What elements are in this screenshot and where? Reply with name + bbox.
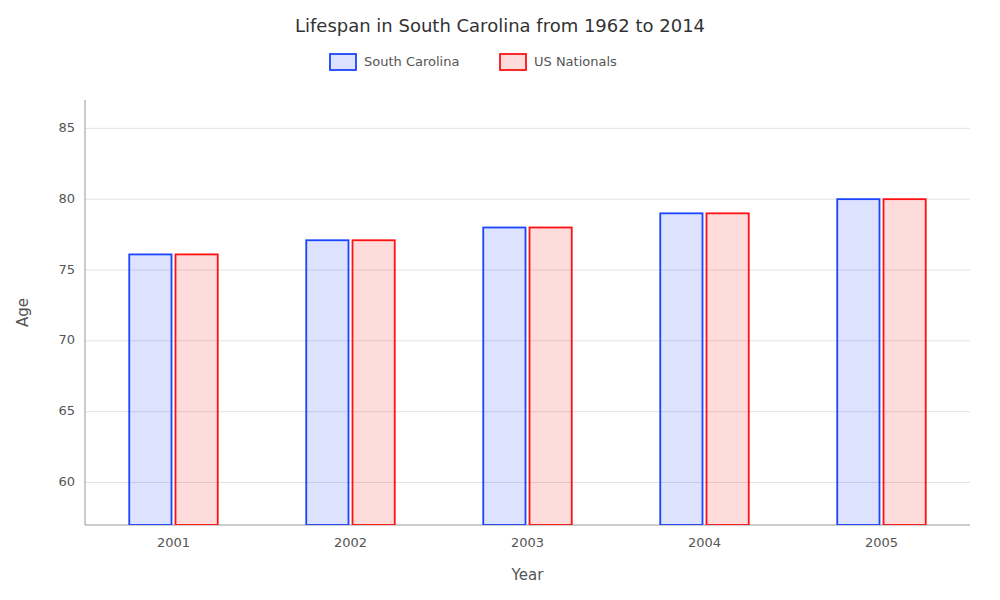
chart: 60 65 70 75 80 85 2001 2002 2003 2004 2005 Year Age L…: [0, 0, 1000, 600]
x-tick-label: 2004: [688, 535, 721, 550]
y-tick-label: 70: [58, 332, 75, 347]
bar: [129, 254, 171, 525]
y-axis-line: [85, 100, 86, 525]
y-tick-label: 80: [58, 191, 75, 206]
bars: [129, 199, 926, 525]
bar: [176, 254, 218, 525]
bar: [837, 199, 879, 525]
bar: [530, 228, 572, 526]
y-tick-label: 75: [58, 262, 75, 277]
x-tick-label: 2001: [157, 535, 190, 550]
bar: [483, 228, 525, 526]
legend-label: South Carolina: [364, 54, 459, 69]
grid-line: [85, 128, 970, 129]
x-tick-label: 2002: [334, 535, 367, 550]
y-axis-label: Age: [14, 298, 32, 327]
bar: [884, 199, 926, 525]
chart-container: 60 65 70 75 80 85 2001 2002 2003 2004 2005 Year Age L…: [0, 0, 1000, 600]
x-axis-label: Year: [511, 566, 545, 584]
y-tick-label: 65: [58, 403, 75, 418]
y-tick-label: 60: [58, 474, 75, 489]
legend-swatch: [330, 54, 356, 70]
y-tick-label: 85: [58, 120, 75, 135]
x-tick-label: 2003: [511, 535, 544, 550]
x-tick-label: 2005: [865, 535, 898, 550]
title: Lifespan in South Carolina from 1962 to …: [295, 15, 705, 36]
bar: [707, 213, 749, 525]
bar: [306, 240, 348, 525]
legend-swatch: [500, 54, 526, 70]
bar: [353, 240, 395, 525]
legend: South Carolina US Nationals: [330, 54, 617, 71]
bar: [660, 213, 702, 525]
legend-label: US Nationals: [534, 54, 617, 69]
